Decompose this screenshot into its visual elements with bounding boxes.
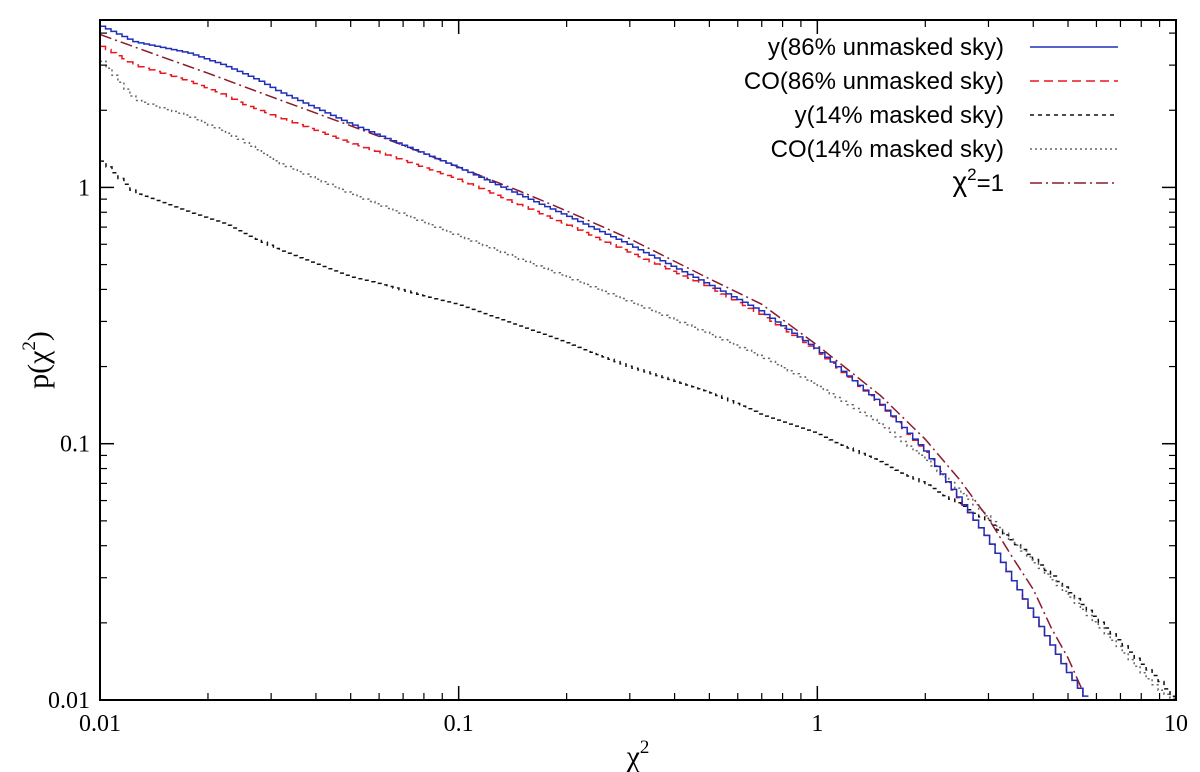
- y-tick-label: 1: [78, 175, 90, 201]
- x-tick-label: 1: [811, 711, 823, 737]
- x-tick-label: 0.01: [79, 711, 121, 737]
- legend-label: χ2=1: [952, 165, 1004, 197]
- legend-label: y(86% unmasked sky): [768, 34, 1004, 61]
- x-axis-title: χ2: [626, 737, 650, 772]
- legend-item-chi2: χ2=1: [952, 165, 1118, 197]
- series-line-y-masked: [100, 160, 1176, 698]
- y-tick-label: 0.1: [60, 432, 90, 458]
- y-axis-title-prefix: p(: [22, 364, 55, 389]
- series-line-chi2: [100, 33, 1084, 692]
- series-line-co-masked: [100, 60, 1176, 699]
- legend-item-y-masked: y(14% masked sky): [795, 102, 1118, 129]
- x-axis-title-sup: 2: [640, 737, 650, 758]
- series-layer: [100, 25, 1176, 699]
- y-axis-title-suffix: ): [22, 331, 55, 341]
- y-axis-title-sup: 2: [19, 341, 40, 351]
- x-axis-title-base: χ: [626, 740, 641, 772]
- legend-label: CO(86% unmasked sky): [744, 68, 1004, 95]
- x-tick-label: 10: [1164, 711, 1188, 737]
- x-tick-label: 0.1: [444, 711, 474, 737]
- legend-item-y-unmasked: y(86% unmasked sky): [768, 34, 1118, 61]
- plot-frame: [99, 19, 1177, 701]
- y-tick-label: 0.01: [48, 688, 90, 714]
- y-axis-title-base: χ: [22, 350, 55, 365]
- legend-label: y(14% masked sky): [795, 102, 1004, 129]
- series-line-y-unmasked: [100, 25, 1089, 697]
- legend-item-co-unmasked: CO(86% unmasked sky): [744, 68, 1118, 95]
- y-axis-title: p(χ2): [19, 331, 55, 389]
- legend-label: CO(14% masked sky): [771, 136, 1004, 163]
- ticks-layer: 0.01 0.1 1 10 0.01 0.1 1: [48, 20, 1188, 737]
- legend: y(86% unmasked sky) CO(86% unmasked sky) y…: [744, 34, 1118, 197]
- legend-item-co-masked: CO(14% masked sky): [771, 136, 1118, 163]
